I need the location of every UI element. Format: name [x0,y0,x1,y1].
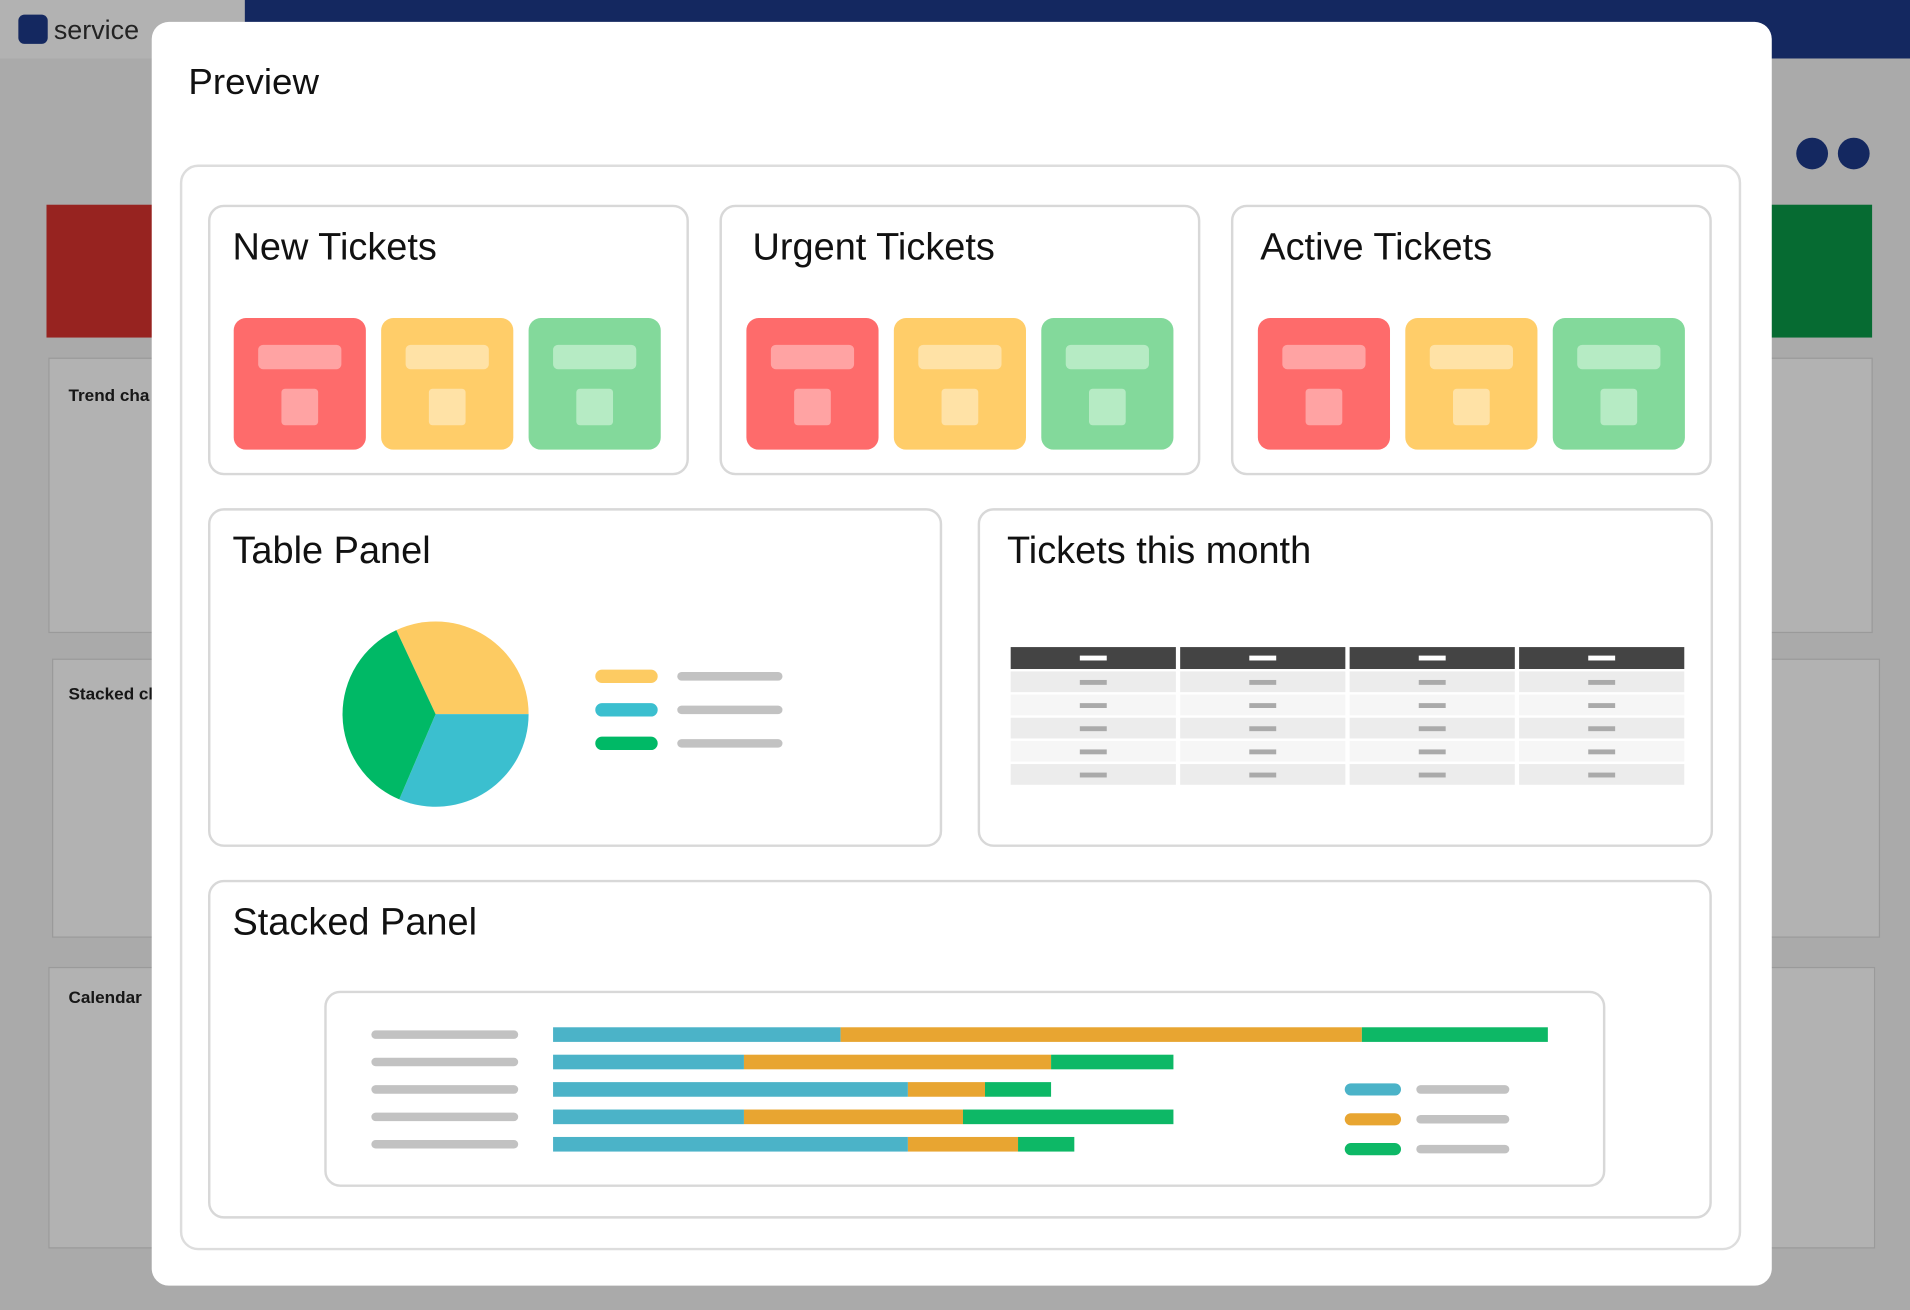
cell-text [1588,772,1616,778]
pie-slice [399,714,529,807]
bg-panel-title: Stacked cl [69,685,154,704]
card-title: Stacked Panel [232,902,477,944]
cell-text [1588,679,1616,685]
tile-line [553,344,637,370]
bar-segment [907,1082,985,1097]
bar-segment [962,1109,1174,1125]
stat-tile [1552,318,1685,450]
bar-segment [1051,1054,1174,1070]
cell-text [1079,726,1107,732]
cell-text [1418,679,1446,685]
bg-panel-title: Trend cha [69,386,150,405]
cell-text [1249,703,1277,709]
cell-text [1079,679,1107,685]
pie-slice [396,621,529,715]
bar-segment [743,1109,963,1125]
stat-tile [893,318,1026,450]
cell-text [1249,679,1277,685]
bar-segment [984,1082,1052,1097]
cell-text [1079,703,1107,709]
filter-button [1796,137,1829,170]
tile-line [258,344,342,370]
header-text [1418,655,1446,661]
tile-value [794,388,831,426]
bar-segment [553,1082,908,1097]
cell-text [1249,749,1277,755]
cell-text [1418,703,1446,709]
cell-text [1418,749,1446,755]
bg-panel-title: Calendar [69,988,143,1007]
header-text [1588,655,1616,661]
refresh-button [1837,137,1870,170]
logo-icon [18,14,48,44]
cell-text [1418,726,1446,732]
cell-text [1588,703,1616,709]
tile-line [1282,344,1366,370]
tile-value [1453,388,1490,426]
cell-text [1418,772,1446,778]
logo-text: service [54,15,139,45]
stat-tile [1041,318,1174,450]
tile-value [1600,388,1638,426]
cell-text [1588,749,1616,755]
card-title: Active Tickets [1260,227,1492,269]
cards: New Tickets Urgent Tickets Active Tickets T… [208,204,1714,1219]
bar-segment [840,1027,1362,1042]
card-title: New Tickets [232,227,436,269]
tile-line [918,344,1002,370]
tile-value [281,388,319,426]
bar-segment [907,1136,1019,1152]
header-text [1249,655,1277,661]
card-title: Urgent Tickets [753,227,995,269]
modal-title: Preview [188,61,319,102]
bar-segment [553,1109,744,1125]
bar-segment [1361,1027,1548,1042]
stat-tile [746,318,879,450]
stat-tile [1257,318,1391,450]
tile-value [941,388,979,426]
stat-tile [233,318,366,450]
bar-segment [743,1054,1052,1070]
bar-segment [553,1027,841,1042]
tile-line [1577,344,1661,370]
cell-text [1079,749,1107,755]
stat-tile [1405,318,1538,450]
tile-line [405,344,489,370]
pie-slice [342,630,436,800]
tile-line [1429,344,1513,370]
card-title: Table Panel [232,530,430,572]
cell-text [1249,772,1277,778]
bar-segment [553,1054,744,1070]
tile-value [1089,388,1126,426]
tile-value [576,388,614,426]
tile-value [428,388,466,426]
stat-tile [528,318,661,450]
cell-text [1588,726,1616,732]
bar-segment [1018,1136,1075,1152]
stat-tile [381,318,514,450]
tile-line [770,344,855,370]
bar-segment [553,1136,908,1152]
tile-line [1065,344,1149,370]
card-title: Tickets this month [1007,530,1311,572]
cell-text [1249,726,1277,732]
tile-value [1305,388,1343,426]
header-text [1079,655,1107,661]
cell-text [1079,772,1107,778]
